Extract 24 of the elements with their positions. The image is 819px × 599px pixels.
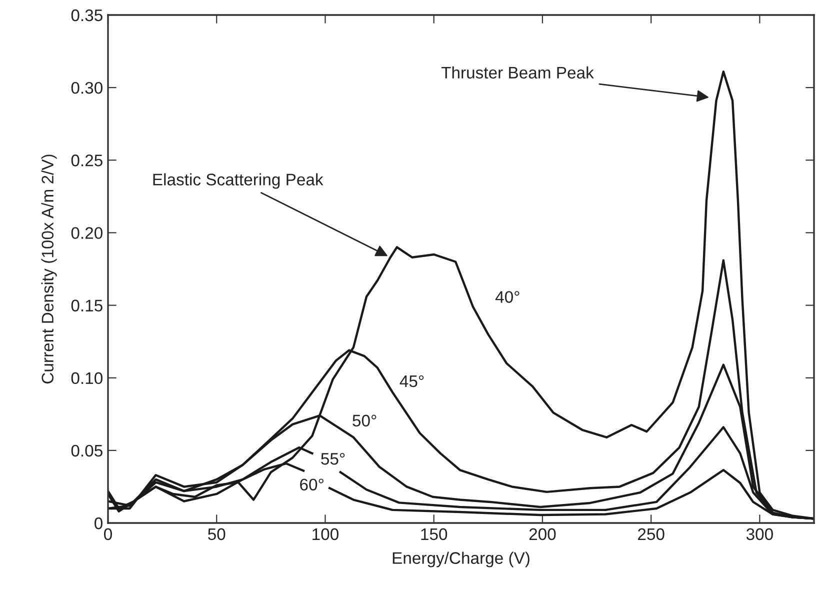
y-tick-label: 0.10 xyxy=(71,372,102,384)
annotation: Thruster Beam Peak xyxy=(441,66,594,79)
y-tick-label: 0.05 xyxy=(71,444,102,457)
y-tick-label: 0 xyxy=(94,517,102,530)
x-tick-label: 150 xyxy=(421,528,448,540)
annotation: Elastic Scattering Peak xyxy=(153,173,324,189)
series-label: 50° xyxy=(352,414,376,427)
series-label: 45° xyxy=(400,375,424,388)
y-tick-label: 0.15 xyxy=(71,300,102,312)
y-tick-label: 0.35 xyxy=(71,9,102,22)
y-axis-title: Current Density (100x A/m 2/V) xyxy=(41,154,57,384)
x-tick-label: 50 xyxy=(208,528,226,540)
y-tick-label: 0.30 xyxy=(71,82,102,94)
x-axis-title: Energy/Charge (V) xyxy=(392,552,530,568)
y-tick-label: 0.20 xyxy=(71,227,102,239)
y-tick-label: 0.25 xyxy=(71,154,102,166)
x-tick-label: 200 xyxy=(529,528,556,540)
x-tick-label: 100 xyxy=(312,528,338,540)
series-label: 55° xyxy=(321,452,345,465)
x-tick-label: 300 xyxy=(746,528,773,540)
x-tick-label: 0 xyxy=(104,528,112,540)
series-label: 40° xyxy=(495,291,520,303)
x-tick-label: 250 xyxy=(638,528,664,540)
series-label: 60° xyxy=(300,478,324,490)
